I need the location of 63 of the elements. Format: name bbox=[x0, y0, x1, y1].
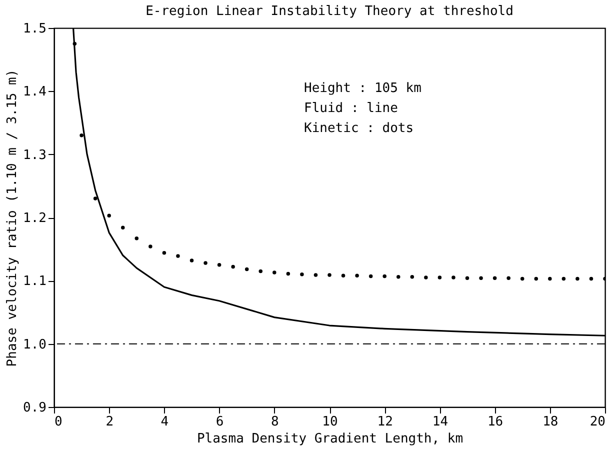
x-tick-label: 2 bbox=[106, 414, 114, 430]
y-tick-label: 1.1 bbox=[23, 274, 46, 290]
point bbox=[452, 276, 456, 280]
point bbox=[217, 263, 222, 267]
point bbox=[382, 274, 386, 278]
x-tick-label: 18 bbox=[542, 414, 558, 430]
point bbox=[576, 276, 580, 281]
point bbox=[314, 273, 318, 277]
x-tick-label: 14 bbox=[432, 414, 448, 430]
x-tick-label: 20 bbox=[590, 414, 606, 430]
point bbox=[355, 274, 359, 278]
point bbox=[589, 276, 594, 281]
point bbox=[520, 276, 524, 281]
x-axis-title: Plasma Density Gradient Length, km bbox=[196, 432, 464, 446]
x-tick-label: 0 bbox=[54, 414, 62, 430]
annotation: Kinetic : dots bbox=[304, 121, 414, 136]
y-tick-label: 1.2 bbox=[23, 211, 46, 226]
y-tick-label: 1.5 bbox=[23, 22, 46, 36]
annotation: Height : 105 km bbox=[304, 81, 422, 96]
point bbox=[368, 274, 373, 278]
point bbox=[410, 275, 414, 279]
x-tick-label: 10 bbox=[322, 414, 338, 430]
y-tick-label: 0.9 bbox=[23, 400, 46, 416]
point bbox=[148, 244, 152, 248]
point bbox=[93, 196, 98, 200]
point bbox=[506, 276, 510, 280]
y-tick-label: 1.0 bbox=[23, 337, 46, 352]
point bbox=[121, 226, 125, 230]
point bbox=[562, 276, 566, 281]
point bbox=[272, 270, 276, 274]
point bbox=[231, 264, 235, 269]
x-tick-label: 8 bbox=[270, 414, 279, 430]
annotation: Fluid : line bbox=[304, 101, 398, 116]
point bbox=[80, 134, 84, 138]
x-tick-label: 12 bbox=[377, 414, 393, 430]
point bbox=[244, 267, 249, 272]
point bbox=[465, 276, 470, 280]
point bbox=[548, 276, 552, 281]
point bbox=[328, 273, 332, 277]
point bbox=[396, 275, 400, 279]
chart-title: E-region Linear Instability Theory at threshold bbox=[146, 4, 514, 19]
point bbox=[492, 276, 497, 280]
point bbox=[258, 269, 262, 274]
x-tick-label: 6 bbox=[216, 414, 224, 430]
point bbox=[134, 236, 139, 240]
point bbox=[107, 214, 111, 218]
point bbox=[190, 258, 194, 262]
point bbox=[438, 276, 442, 280]
point bbox=[341, 274, 346, 278]
point bbox=[424, 276, 428, 280]
point bbox=[534, 276, 538, 281]
point bbox=[286, 272, 290, 276]
point bbox=[300, 272, 304, 276]
y-tick-label: 1.4 bbox=[23, 84, 47, 100]
x-tick-label: 16 bbox=[487, 414, 504, 430]
point bbox=[162, 251, 166, 255]
point bbox=[204, 261, 208, 265]
x-tick-label: 4 bbox=[160, 414, 169, 430]
point bbox=[176, 254, 180, 258]
y-tick-label: 1.3 bbox=[23, 148, 46, 163]
point bbox=[479, 276, 483, 280]
point bbox=[72, 42, 77, 46]
y-axis-title: Phase velocity ratio (1.10 m / 3.15 m) bbox=[5, 69, 20, 367]
